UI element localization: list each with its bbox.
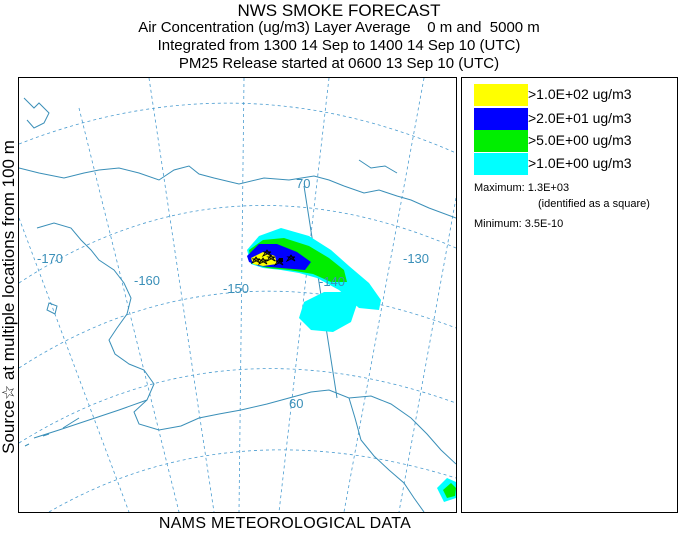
maximum-note: (identified as a square) xyxy=(538,198,650,210)
source-markers xyxy=(250,249,296,267)
maximum-square xyxy=(279,258,283,262)
lat-line-55 xyxy=(48,449,456,512)
lon-label-160: -160 xyxy=(134,273,160,288)
lat-line-65 xyxy=(19,290,456,369)
lon-label-170: -170 xyxy=(37,251,63,266)
lon-label-150: -150 xyxy=(223,281,249,296)
panhandle-coast xyxy=(348,397,425,512)
lon-line-130 xyxy=(343,78,425,512)
lon-line-160 xyxy=(148,78,215,512)
legend-swatch-yellow xyxy=(474,84,528,106)
legend-item-100: >1.0E+02 ug/m3 xyxy=(474,84,674,106)
alaska-map[interactable]: -170 -160 -150 -140 -130 70 60 xyxy=(19,78,456,512)
arctic-coast xyxy=(19,165,345,187)
legend-panel: >1.0E+02 ug/m3 >2.0E+01 ug/m3 >5.0E+00 u… xyxy=(461,77,678,513)
contour-1-blob xyxy=(299,292,357,332)
aleutians xyxy=(24,417,80,447)
us-canada-border xyxy=(303,185,338,399)
peninsula-coast xyxy=(33,399,148,439)
subtitle-concentration: Air Concentration (ug/m3) Layer Average … xyxy=(138,19,540,36)
legend-item-20: >2.0E+01 ug/m3 xyxy=(474,108,674,130)
map-panel[interactable]: -170 -160 -150 -140 -130 70 60 xyxy=(18,77,457,513)
chukotka-coast xyxy=(23,97,50,129)
legend-swatch-cyan xyxy=(474,153,528,175)
lat-line-70 xyxy=(19,205,456,284)
smoke-plume xyxy=(247,228,381,332)
lat-label-70: 70 xyxy=(296,176,310,191)
legend-label-5: >5.0E+00 ug/m3 xyxy=(528,132,632,148)
lon-line-180 xyxy=(19,217,130,512)
lon-label-130: -130 xyxy=(403,251,429,266)
legend-item-5: >5.0E+00 ug/m3 xyxy=(474,130,674,152)
legend-swatch-blue xyxy=(474,108,528,130)
lon-line-140 xyxy=(278,78,330,512)
data-source-footer: NAMS METEOROLOGICAL DATA xyxy=(158,515,412,532)
banks-island xyxy=(358,159,398,174)
legend-label-20: >2.0E+01 ug/m3 xyxy=(528,110,632,126)
legend-label-100: >1.0E+02 ug/m3 xyxy=(528,86,632,102)
lat-label-60: 60 xyxy=(289,396,303,411)
canada-arctic-coast xyxy=(343,185,456,219)
subtitle-integration: Integrated from 1300 14 Sep to 1400 14 S… xyxy=(157,37,521,54)
source-side-label: Source☆ at multiple locations from 100 m xyxy=(0,140,18,454)
alaska-west-south-coast xyxy=(36,222,456,465)
lon-label-140: -140 xyxy=(319,274,345,289)
st-lawrence-island xyxy=(46,302,58,315)
forecast-title: NWS SMOKE FORECAST xyxy=(237,1,441,20)
graticule xyxy=(19,78,456,512)
maximum-label: Maximum: 1.3E+03 xyxy=(474,182,570,194)
legend-label-1: >1.0E+00 ug/m3 xyxy=(528,155,632,171)
lat-line-60 xyxy=(19,368,456,444)
coastline xyxy=(19,97,456,512)
minimum-label: Minimum: 3.5E-10 xyxy=(474,218,564,230)
lon-line-120 xyxy=(398,197,456,512)
lon-line-170 xyxy=(78,107,180,512)
legend-item-1: >1.0E+00 ug/m3 xyxy=(474,153,674,175)
lon-line-150 xyxy=(238,78,245,512)
subtitle-release: PM25 Release started at 0600 13 Sep 10 (… xyxy=(178,55,500,72)
legend-swatch-green xyxy=(474,130,528,152)
contour-5-bc xyxy=(443,483,456,498)
lat-line-75 xyxy=(19,102,456,154)
